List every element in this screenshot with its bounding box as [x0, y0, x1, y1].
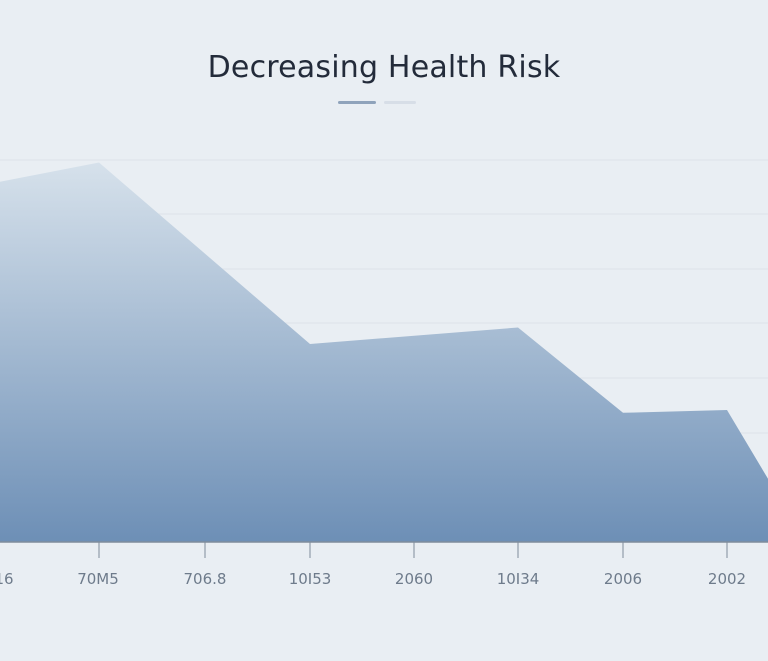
x-axis: 16 70M5 706.8 10I53 2060 10I34 2006 2002	[0, 541, 768, 588]
area-series	[0, 162, 768, 542]
x-tick-label: 706.8	[184, 570, 227, 588]
x-tick-label: 16	[0, 570, 14, 588]
x-tick-label: 2060	[395, 570, 433, 588]
title-underline-accent	[338, 101, 376, 104]
x-tick-label: 70M5	[77, 570, 119, 588]
area-fill	[0, 162, 768, 542]
chart-title: Decreasing Health Risk	[207, 50, 561, 85]
x-tick-label: 2006	[604, 570, 642, 588]
x-tick-label: 10I34	[497, 570, 540, 588]
x-tick-label: 10I53	[289, 570, 332, 588]
x-tick-label: 2002	[708, 570, 746, 588]
title-underline-faint	[384, 101, 416, 104]
